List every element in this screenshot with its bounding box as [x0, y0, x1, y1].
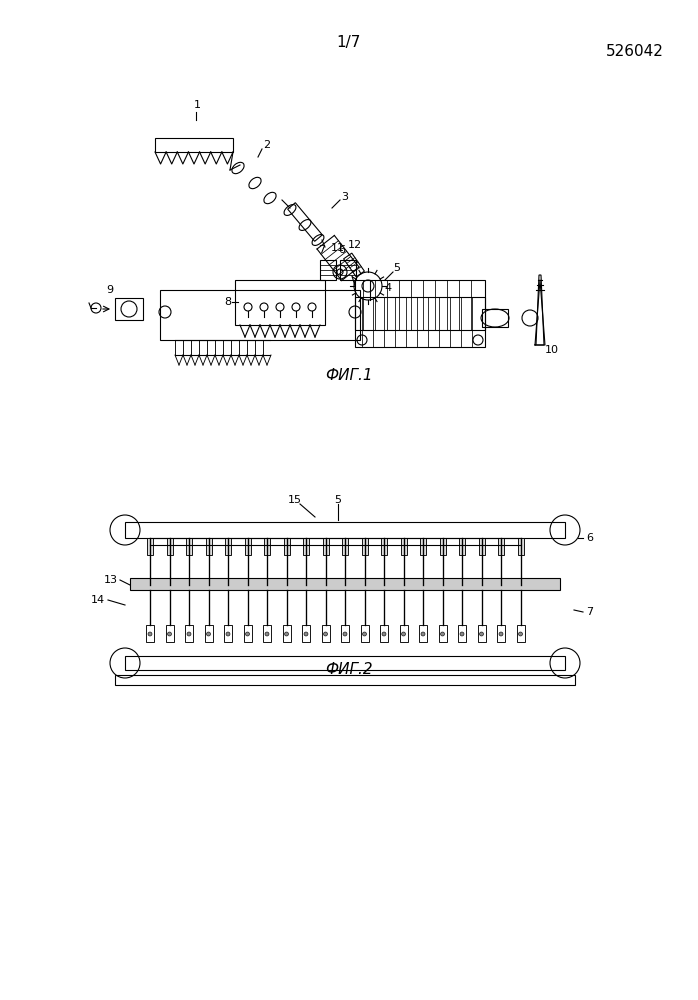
Text: 5: 5 [334, 495, 341, 505]
Text: 14: 14 [91, 595, 105, 605]
Bar [205, 625, 212, 642]
Text: 10: 10 [545, 345, 559, 355]
Bar [459, 538, 465, 555]
Bar [205, 538, 211, 555]
Bar [165, 625, 174, 642]
Bar [419, 625, 427, 642]
Text: 8: 8 [225, 297, 232, 307]
Text: 6: 6 [339, 245, 346, 255]
Text: 4: 4 [385, 283, 392, 293]
Circle shape [499, 632, 503, 636]
Bar [147, 538, 153, 555]
Text: ФИГ.1: ФИГ.1 [325, 367, 373, 382]
Bar [355, 280, 485, 330]
Circle shape [207, 632, 211, 636]
Text: 11: 11 [331, 243, 345, 253]
Bar [341, 625, 349, 642]
Bar [263, 625, 271, 642]
Circle shape [460, 632, 464, 636]
Circle shape [440, 632, 445, 636]
Bar [420, 538, 426, 555]
Bar [115, 298, 143, 320]
Bar [401, 538, 406, 555]
Bar [355, 297, 485, 347]
Circle shape [168, 632, 172, 636]
Bar [342, 538, 348, 555]
Bar [224, 625, 232, 642]
Circle shape [382, 632, 386, 636]
Circle shape [421, 632, 425, 636]
Circle shape [343, 632, 347, 636]
Bar [380, 625, 388, 642]
Bar [244, 625, 251, 642]
Bar [322, 538, 329, 555]
Bar [244, 538, 251, 555]
Bar [146, 625, 154, 642]
Text: 9: 9 [106, 285, 114, 295]
Bar [264, 538, 270, 555]
Circle shape [285, 632, 288, 636]
Bar [340, 260, 356, 280]
Bar [399, 625, 408, 642]
Text: 3: 3 [341, 192, 348, 202]
Text: 15: 15 [288, 495, 302, 505]
Bar [477, 625, 486, 642]
Bar [517, 625, 524, 642]
Text: ФИГ.2: ФИГ.2 [325, 662, 373, 678]
Circle shape [519, 632, 523, 636]
Bar [360, 625, 369, 642]
Bar [497, 625, 505, 642]
Bar [440, 538, 445, 555]
Bar [185, 625, 193, 642]
Bar [115, 675, 575, 685]
Circle shape [323, 632, 327, 636]
Text: 7: 7 [318, 245, 325, 255]
Bar [225, 538, 231, 555]
Text: 12: 12 [348, 240, 362, 250]
Circle shape [265, 632, 269, 636]
Bar [479, 538, 484, 555]
Text: 2: 2 [263, 140, 271, 150]
Circle shape [246, 632, 249, 636]
Bar [498, 538, 504, 555]
Text: 1: 1 [193, 100, 200, 110]
Text: 1/7: 1/7 [337, 34, 361, 49]
Circle shape [480, 632, 484, 636]
Text: 7: 7 [586, 607, 593, 617]
Bar [458, 625, 466, 642]
Bar [320, 260, 336, 280]
Bar [517, 538, 524, 555]
Bar [155, 138, 233, 152]
Bar [160, 290, 360, 340]
Bar [381, 538, 387, 555]
Text: 5: 5 [394, 263, 401, 273]
Bar [125, 522, 565, 538]
Bar [283, 538, 290, 555]
Circle shape [401, 632, 406, 636]
Bar [362, 538, 368, 555]
Circle shape [304, 632, 308, 636]
Bar [283, 625, 290, 642]
Circle shape [187, 632, 191, 636]
Circle shape [362, 632, 366, 636]
Bar [302, 625, 310, 642]
Text: 6: 6 [586, 533, 593, 543]
Bar [438, 625, 447, 642]
Bar [186, 538, 192, 555]
Bar [167, 538, 172, 555]
Circle shape [226, 632, 230, 636]
Text: 526042: 526042 [606, 44, 664, 60]
Bar [303, 538, 309, 555]
Bar [235, 280, 325, 325]
Bar [130, 578, 560, 590]
Bar [482, 309, 508, 327]
Bar [125, 656, 565, 670]
Bar [322, 625, 329, 642]
Text: 13: 13 [104, 575, 118, 585]
Circle shape [148, 632, 152, 636]
